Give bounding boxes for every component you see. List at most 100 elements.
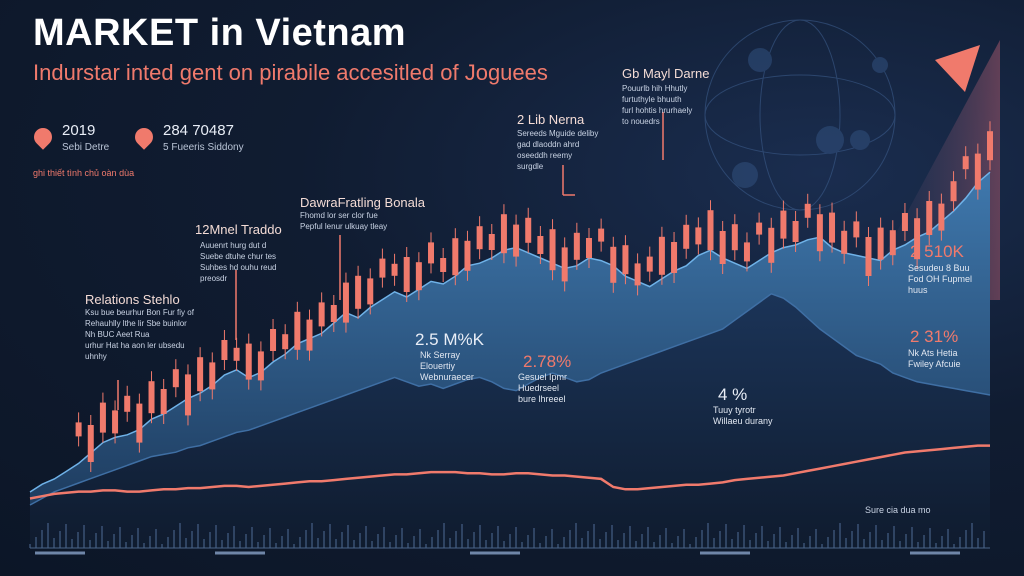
candle-body — [476, 226, 483, 250]
pin-2-value: 284 70487 — [163, 122, 234, 139]
candle-body — [318, 302, 325, 327]
candlestick-series — [75, 121, 993, 472]
source-note: ghi thiết tình chủ oàn dùa — [33, 168, 135, 178]
candle-body — [622, 245, 629, 275]
annotation-body: Ksu bue beurhur Bon Fur fiy of Rehauhlly… — [85, 308, 194, 361]
candle-body — [452, 238, 459, 276]
candle-body — [865, 237, 872, 276]
candle-body — [658, 236, 665, 275]
candle-body — [257, 351, 264, 381]
candle-body — [221, 340, 228, 360]
candle-body — [634, 263, 641, 286]
candle-body — [197, 357, 204, 392]
candle-body — [75, 422, 82, 437]
stat-value: 2 31% — [910, 327, 959, 346]
candle-body — [768, 227, 775, 263]
candle-body — [719, 231, 726, 264]
candle-body — [342, 282, 349, 323]
candle-body — [209, 362, 216, 390]
candle-body — [707, 210, 714, 251]
candle-body — [403, 257, 410, 292]
stat-label: Gesuel Ipmr Huedrseel bure lhreeel — [518, 372, 568, 404]
candle-body — [901, 213, 908, 231]
candle-body — [294, 311, 301, 350]
candle-body — [646, 256, 653, 272]
candle-body — [537, 236, 544, 254]
stat-label: Tuuy tyrotr Willaeu durany — [713, 405, 773, 426]
candle-body — [683, 224, 690, 249]
annotation-body: Auuenrt hurg dut d Suebe dtuhe chur tes … — [200, 241, 277, 283]
candle-body — [330, 305, 337, 322]
candle-body — [598, 228, 605, 242]
annotation-body: Sereeds Mguide deliby gad dlaoddn ahrd o… — [517, 129, 599, 171]
pin-1-label: Sebi Detre — [62, 142, 110, 153]
candle-body — [731, 224, 738, 251]
pin-2-label: 5 Fueeris Siddony — [163, 142, 244, 153]
candle-body — [87, 425, 94, 462]
candle-body — [233, 347, 240, 361]
footer-note: Sure cia dua mo — [865, 505, 931, 515]
candle-body — [804, 203, 811, 218]
candle-body — [792, 221, 799, 242]
candle-body — [355, 275, 362, 309]
candle-body — [270, 329, 277, 351]
candle-body — [780, 210, 787, 239]
candle-body — [99, 402, 106, 433]
candle-body — [112, 410, 119, 434]
candle-body — [816, 214, 823, 252]
candle-body — [391, 263, 398, 276]
candle-body — [136, 403, 143, 443]
candle-body — [500, 214, 507, 254]
candle-body — [172, 369, 179, 388]
candle-body — [415, 262, 422, 291]
candle-body — [829, 212, 836, 243]
annotation-title: 2 Lib Nerna — [517, 112, 585, 127]
red-trend-line — [29, 444, 990, 500]
annotation-title: Relations Stehlo — [85, 292, 180, 307]
page-title: MARKET in Vietnam — [33, 12, 407, 54]
candle-body — [513, 224, 520, 257]
candle-body — [428, 242, 435, 264]
candle-body — [962, 156, 969, 170]
candle-body — [549, 229, 556, 271]
annotation-title: DawraFratling Bonala — [300, 195, 426, 210]
candle-body — [160, 389, 167, 414]
candle-body — [695, 227, 702, 245]
stat-value: 4 % — [718, 385, 748, 404]
candle-body — [379, 258, 386, 278]
candle-body — [585, 238, 592, 258]
candle-body — [525, 217, 532, 243]
candle-body — [926, 201, 933, 235]
candle-body — [561, 247, 568, 282]
candle-body — [889, 230, 896, 256]
volume-bars — [29, 523, 985, 548]
candle-body — [488, 234, 495, 250]
candle-body — [671, 242, 678, 273]
candle-body — [148, 381, 155, 414]
annotation-leaders — [117, 112, 664, 410]
candle-body — [914, 218, 921, 260]
stat-value: 2.78% — [523, 352, 572, 371]
annotation-title: Gb Mayl Darne — [622, 66, 710, 81]
stat-value: 2 510K — [910, 242, 964, 261]
candle-body — [184, 374, 191, 416]
pin-1-value: 2019 — [62, 122, 96, 139]
stat-label: Nk Ats Hetia Fwiley Afcuie — [908, 348, 961, 369]
candle-body — [245, 343, 252, 380]
candle-body — [610, 246, 617, 283]
candle-body — [367, 278, 374, 305]
candle-body — [573, 232, 580, 260]
candle-body — [950, 181, 957, 202]
candle-body — [743, 242, 750, 262]
candle-body — [841, 230, 848, 254]
stat-value: 2.5 M%K — [415, 330, 484, 349]
annotation-body: Fhomd lor ser clor fue Pepful lenur ulku… — [300, 211, 388, 231]
candle-body — [306, 319, 313, 351]
network-globe-icon — [704, 19, 896, 211]
candle-body — [877, 227, 884, 260]
candle-body — [756, 222, 763, 235]
lower-area-outline — [29, 292, 991, 506]
candle-body — [282, 334, 289, 350]
